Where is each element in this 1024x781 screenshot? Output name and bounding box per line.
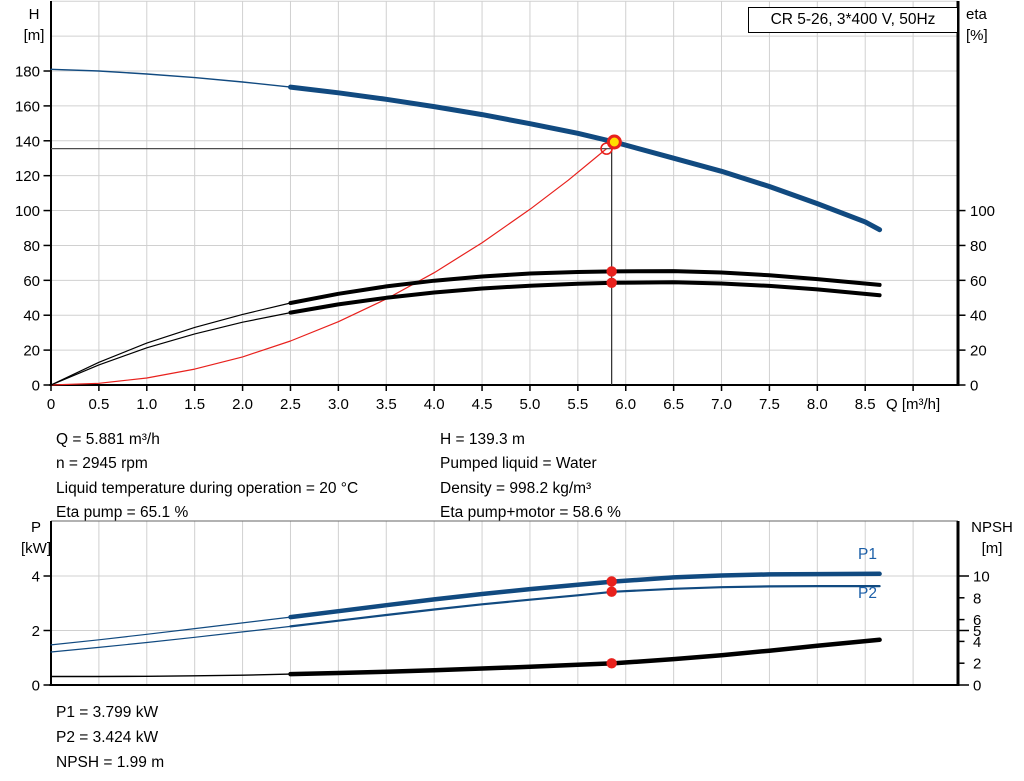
result-values: P1 = 3.799 kW P2 = 3.424 kW NPSH = 1.99 … (56, 700, 164, 775)
curve-p2 (289, 585, 881, 628)
power-duty-dot (606, 658, 617, 669)
p2-curve-label: P2 (858, 585, 877, 602)
q-tick-label: 2.0 (232, 396, 253, 413)
npsh-tick-label: 2 (973, 656, 981, 673)
h-tick-label: 120 (15, 168, 40, 185)
p-tick-label: 4 (32, 569, 40, 586)
curve-eta-pump-motor (288, 280, 882, 315)
h-tick-label: 160 (15, 98, 40, 115)
h-axis-label: H [m] (12, 4, 56, 46)
npsh-tick-label: 6 (973, 612, 981, 629)
eta-tick-label: 0 (970, 378, 978, 395)
h-tick-label: 20 (23, 343, 40, 360)
info-line-n: n = 2945 rpm (56, 455, 148, 473)
q-tick-label: 3.5 (376, 396, 397, 413)
h-tick-label: 0 (32, 378, 40, 395)
eta-duty-dot (606, 266, 617, 277)
q-axis-unit-label: Q [m³/h] (886, 396, 940, 413)
info-line-q: Q = 5.881 m³/h (56, 431, 160, 448)
q-tick-label: 7.5 (759, 396, 780, 413)
q-tick-label: 3.0 (328, 396, 349, 413)
eta-tick-label: 20 (970, 343, 987, 360)
q-tick-label: 8.0 (807, 396, 828, 413)
q-tick-label: 5.5 (567, 396, 588, 413)
p-tick-label: 2 (32, 623, 40, 640)
duty-info-left: Q = 5.881 m³/h n = 2945 rpm Liquid tempe… (56, 428, 358, 525)
h-tick-label: 80 (23, 238, 40, 255)
q-tick-label: 0 (47, 396, 55, 413)
curve-p1 (288, 571, 882, 620)
curve-qh-pump-curve (288, 84, 883, 233)
npsh-axis-unit: [m] (981, 540, 1003, 557)
h-tick-label: 140 (15, 133, 40, 150)
eta-tick-label: 40 (970, 308, 987, 325)
curve-qh-pump-curve-thin (50, 68, 881, 231)
power-duty-dot (606, 576, 617, 587)
npsh-tick-label: 0 (973, 678, 981, 695)
p-axis-symbol: P (30, 519, 41, 536)
info-line-eta-pump: Eta pump = 65.1 % (56, 503, 189, 521)
curve-eta-pump (288, 269, 882, 305)
q-tick-label: 7.0 (711, 396, 732, 413)
eta-tick-label: 80 (970, 238, 987, 255)
power-duty-dot (606, 586, 617, 597)
eta-axis-unit: [%] (966, 27, 988, 44)
npsh-axis-label: NPSH [m] (962, 517, 1022, 559)
result-p1: P1 = 3.799 kW (56, 704, 159, 721)
info-line-temperature: Liquid temperature during operation = 20… (56, 479, 359, 497)
q-tick-label: 4.5 (472, 396, 493, 413)
curve-p1-thin (50, 573, 881, 646)
result-p2: P2 = 3.424 kW (56, 729, 159, 746)
npsh-axis-symbol: NPSH (971, 519, 1013, 536)
h-axis-unit: [m] (23, 27, 45, 44)
chart-title-box: CR 5-26, 3*400 V, 50Hz (748, 7, 958, 33)
h-axis-symbol: H (28, 6, 40, 23)
info-line-h: H = 139.3 m (440, 431, 525, 448)
npsh-tick-label: 8 (973, 590, 981, 607)
eta-tick-label: 100 (970, 203, 995, 220)
npsh-tick-label: 10 (973, 569, 990, 586)
q-tick-label: 0.5 (88, 396, 109, 413)
eta-tick-label: 60 (970, 273, 987, 290)
q-tick-label: 6.0 (615, 396, 636, 413)
info-line-eta-pump-motor: Eta pump+motor = 58.6 % (440, 503, 621, 521)
p-axis-unit: [kW] (21, 540, 51, 557)
eta-axis-symbol: eta (966, 6, 987, 23)
info-line-density: Density = 998.2 kg/m³ (440, 479, 592, 497)
h-tick-label: 180 (15, 64, 40, 81)
q-tick-label: 1.5 (184, 396, 205, 413)
q-tick-label: 6.5 (663, 396, 684, 413)
q-tick-label: 4.0 (424, 396, 445, 413)
curve-system-curve-requested-duty--thin (50, 148, 608, 386)
curve-npsh (288, 637, 882, 677)
result-npsh: NPSH = 1.99 m (56, 754, 165, 771)
h-tick-label: 40 (23, 308, 40, 325)
duty-info-right: H = 139.3 m Pumped liquid = Water Densit… (440, 428, 621, 525)
duty-point-marker (606, 134, 622, 150)
npsh-tick-label: 5 (973, 623, 981, 640)
npsh-tick-label: 4 (973, 634, 981, 651)
p-tick-label: 0 (32, 678, 40, 695)
h-tick-label: 60 (23, 273, 40, 290)
p1-curve-label: P1 (858, 546, 877, 563)
p-axis-label: P [kW] (12, 517, 60, 559)
h-tick-label: 100 (15, 203, 40, 220)
q-tick-label: 8.5 (855, 396, 876, 413)
eta-axis-label: eta [%] (966, 4, 1016, 46)
q-tick-label: 2.5 (280, 396, 301, 413)
q-tick-label: 1.0 (136, 396, 157, 413)
eta-duty-dot (606, 277, 617, 288)
info-line-liquid: Pumped liquid = Water (440, 455, 597, 473)
q-tick-label: 5.0 (520, 396, 541, 413)
